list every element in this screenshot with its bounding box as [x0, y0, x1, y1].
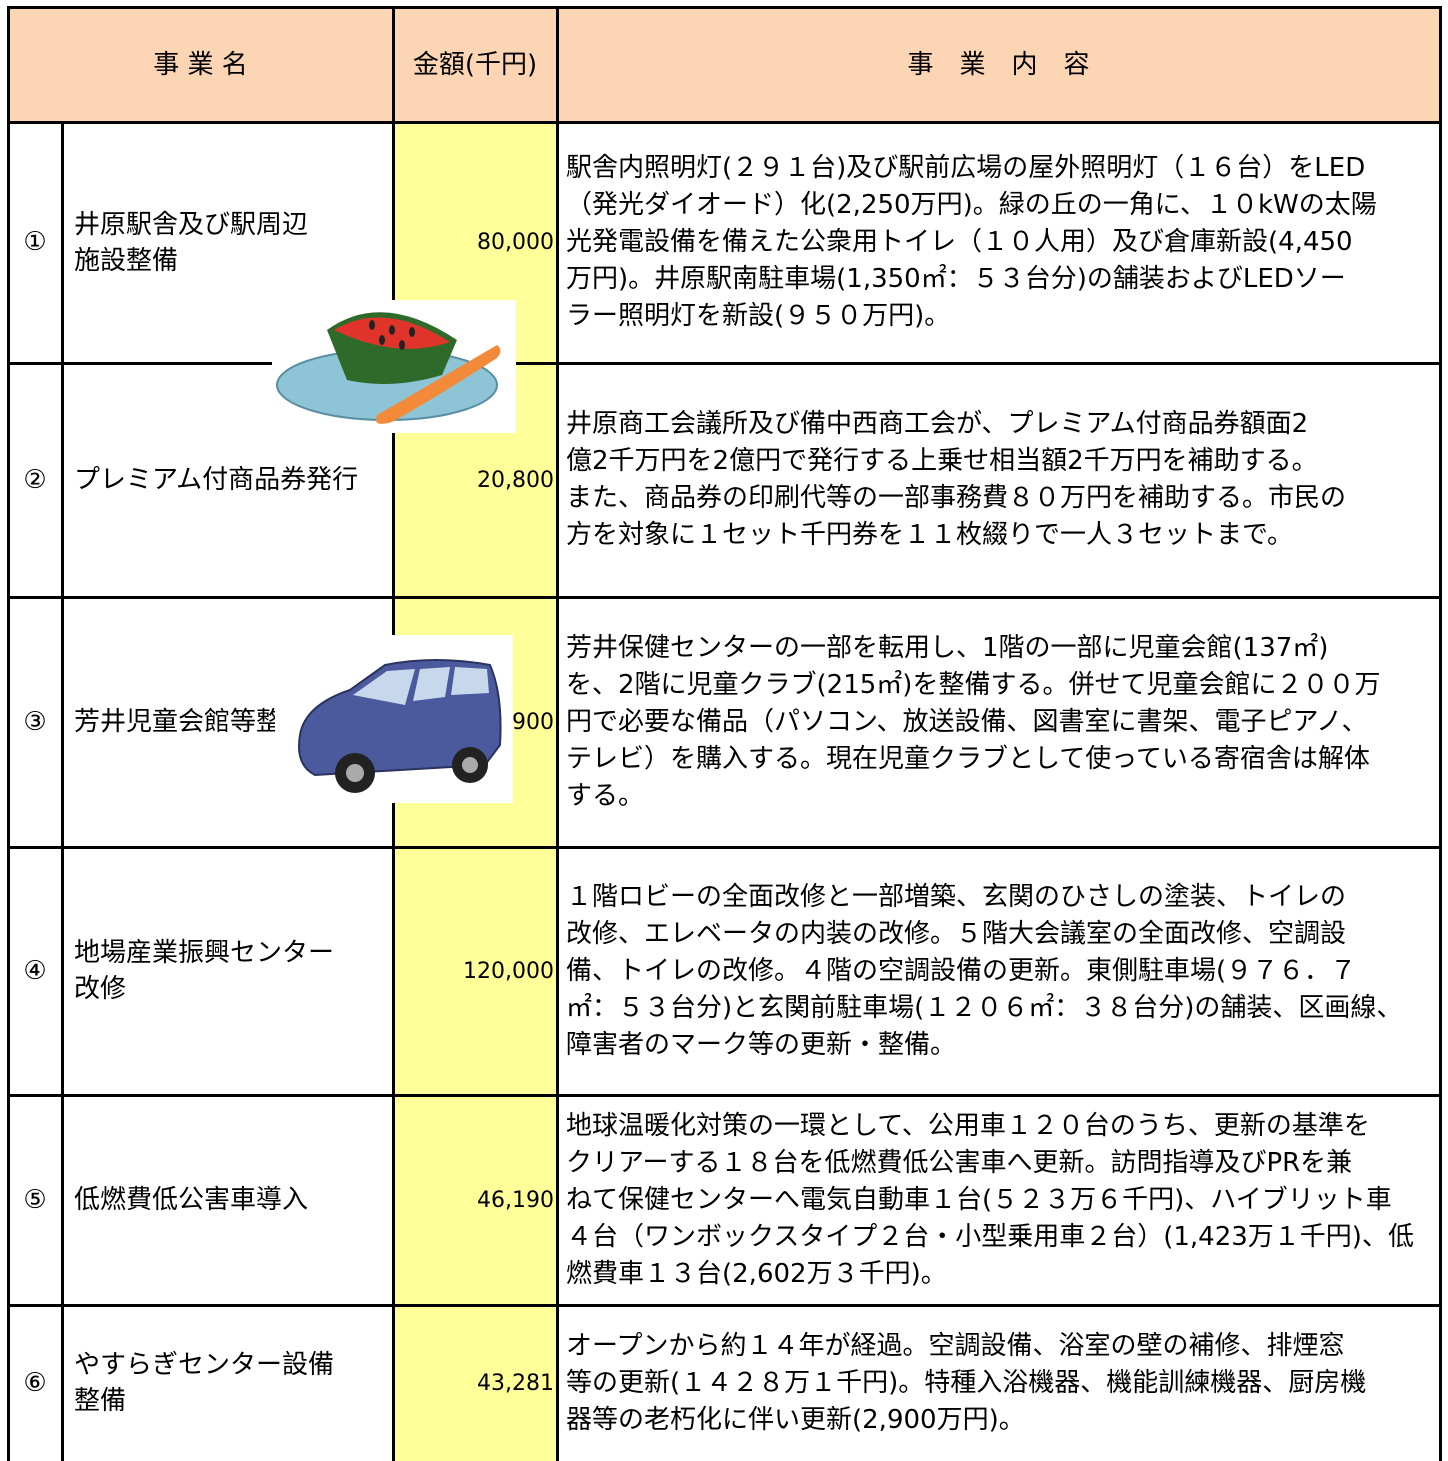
border: [8, 121, 1442, 124]
description-line: 億2千万円を2億円で発行する上乗せ相当額2千万円を補助する。: [566, 446, 1318, 476]
name-cell: 地場産業振興センター 改修: [64, 847, 392, 1095]
number-cell: ①: [8, 122, 62, 363]
row-border: [8, 846, 1442, 849]
description-line: する。: [566, 780, 645, 811]
name-cell: プレミアム付商品券発行: [64, 363, 392, 597]
number-text: ④: [23, 955, 47, 986]
amount-text: 46,190: [477, 1187, 554, 1213]
name-text: 地場産業振興センター: [74, 938, 335, 968]
description-line: 万円)。井原駅南駐車場(1,350㎡：５３台分)の舗装およびLEDソー: [566, 264, 1346, 294]
name-text: 芳井児童会館等整備: [74, 707, 309, 737]
name-text: 改修: [74, 974, 127, 1004]
header-text: 金額(千円): [412, 49, 538, 80]
amount-text: 20,800: [477, 467, 554, 493]
amount-cell: 120,000: [395, 847, 554, 1095]
description-line: ㎡：５３台分)と玄関前駐車場(１２０６㎡：３８台分)の舗装、区画線、: [566, 992, 1403, 1023]
header-cell: 事 業 内 容: [557, 8, 1440, 122]
border: [7, 6, 10, 1461]
description-line: 燃費車１３台(2,602万３千円)。: [566, 1258, 947, 1289]
name-text: 井原駅舎及び駅周辺: [74, 209, 309, 240]
description-line: 改修、エレベータの内装の改修。５階大会議室の全面改修、空調設: [566, 918, 1347, 949]
number-text: ②: [23, 464, 47, 495]
number-text: ⑥: [23, 1367, 47, 1398]
description-line: 芳井保健センターの一部を転用し、1階の一部に児童会館(137㎡): [566, 632, 1329, 663]
name-cell: 低燃費低公害車導入: [64, 1095, 392, 1305]
amount-text: 43,281: [477, 1370, 554, 1396]
border: [556, 6, 559, 1461]
amount-text: 80,000: [477, 230, 554, 255]
description-line: 井原商工会議所及び備中西商工会が、プレミアム付商品券額面2: [566, 409, 1309, 439]
name-text: プレミアム付商品券発行: [74, 465, 359, 495]
description-line: また、商品券の印刷代等の一部事務費８０万円を補助する。市民の: [566, 483, 1347, 513]
name-text: 施設整備: [74, 245, 179, 276]
description-line: クリアーする１８台を低燃費低公害車へ更新。訪問指導及びPRを兼: [566, 1147, 1353, 1178]
row-border: [8, 1304, 1442, 1307]
number-cell: ⑥: [8, 1305, 62, 1461]
border: [1439, 6, 1442, 1461]
description-line: オープンから約１４年が経過。空調設備、浴室の壁の補修、排煙窓: [566, 1330, 1345, 1361]
header-text: 事 業 名: [153, 49, 248, 80]
car-illustration: [275, 635, 513, 803]
description-line: 円で必要な備品（パソコン、放送設備、図書室に書架、電子ピアノ、: [566, 706, 1368, 737]
header-text: 事 業 内 容: [907, 49, 1090, 80]
number-cell: ③: [8, 597, 62, 847]
amount-cell: 46,190: [395, 1095, 554, 1305]
description-line: テレビ）を購入する。現在児童クラブとして使っている寄宿舎は解体: [566, 743, 1370, 774]
description-line: 等の更新(１４２８万１千円)。特種入浴機器、機能訓練機器、厨房機: [566, 1367, 1367, 1398]
row-border: [8, 596, 1442, 599]
number-cell: ④: [8, 847, 62, 1095]
description-cell: 芳井保健センターの一部を転用し、1階の一部に児童会館(137㎡) を、2階に児童ク…: [560, 597, 1440, 847]
header-cell: 金額(千円): [393, 8, 557, 122]
description-cell: 駅舎内照明灯(２９１台)及び駅前広場の屋外照明灯（１６台）をLED （発光ダイオー…: [560, 122, 1440, 363]
name-cell: 井原駅舎及び駅周辺 施設整備: [64, 122, 392, 363]
description-line: 備、トイレの改修。４階の空調設備の更新。東側駐車場(９７６．７: [566, 955, 1357, 986]
description-cell: 地球温暖化対策の一環として、公用車１２０台のうち、更新の基準を クリアーする１８台…: [560, 1095, 1440, 1305]
amount-cell: 20,800: [395, 363, 554, 597]
number-text: ①: [23, 227, 47, 257]
description-line: （発光ダイオード）化(2,250万円)。緑の丘の一角に、１０kWの太陽: [566, 190, 1377, 220]
description-line: 光発電設備を備えた公衆用トイレ（１０人用）及び倉庫新設(4,450: [566, 227, 1353, 257]
name-text: やすらぎセンター設備: [74, 1350, 335, 1380]
description-line: １階ロビーの全面改修と一部増築、玄関のひさしの塗装、トイレの: [566, 881, 1347, 912]
name-text: 低燃費低公害車導入: [74, 1185, 309, 1215]
description-cell: １階ロビーの全面改修と一部増築、玄関のひさしの塗装、トイレの 改修、エレベータの内…: [560, 847, 1440, 1095]
border: [8, 6, 1442, 9]
name-cell: やすらぎセンター設備 整備: [64, 1305, 392, 1461]
description-line: 地球温暖化対策の一環として、公用車１２０台のうち、更新の基準を: [566, 1110, 1370, 1141]
header-bg: [8, 8, 1440, 122]
description-cell: オープンから約１４年が経過。空調設備、浴室の壁の補修、排煙窓 等の更新(１４２８万…: [560, 1305, 1440, 1461]
header-cell: 事 業 名: [8, 8, 393, 122]
watermelon-illustration: [272, 300, 516, 433]
name-cell: 芳井児童会館等整備: [64, 597, 392, 847]
amount-cell: 80,000: [395, 122, 554, 363]
amount-text: 120,000: [463, 958, 554, 984]
description-line: 方を対象に１セット千円券を１１枚綴りで一人３セットまで。: [566, 520, 1293, 550]
name-text: 整備: [74, 1386, 127, 1416]
border: [61, 122, 64, 1461]
number-cell: ②: [8, 363, 62, 597]
description-line: ねて保健センターへ電気自動車１台(５２３万６千円)、ハイブリット車: [566, 1184, 1392, 1215]
description-line: 器等の老朽化に伴い更新(2,900万円)。: [566, 1404, 1025, 1435]
row-border: [8, 362, 1442, 365]
number-cell: ⑤: [8, 1095, 62, 1305]
description-line: ラー照明灯を新設(９５０万円)。: [566, 301, 951, 331]
description-line: 駅舎内照明灯(２９１台)及び駅前広場の屋外照明灯（１６台）をLED: [566, 153, 1366, 183]
description-line: ４台（ワンボックスタイプ２台・小型乗用車２台）(1,423万１千円)、低: [566, 1221, 1414, 1252]
description-cell: 井原商工会議所及び備中西商工会が、プレミアム付商品券額面2 億2千万円を2億円で発…: [560, 363, 1440, 597]
description-line: を、2階に児童クラブ(215㎡)を整備する。併せて児童会館に２００万: [566, 669, 1381, 700]
number-text: ⑤: [23, 1184, 47, 1215]
number-text: ③: [23, 706, 47, 737]
row-border: [8, 1094, 1442, 1097]
description-line: 障害者のマーク等の更新・整備。: [566, 1029, 957, 1060]
amount-cell: 43,281: [395, 1305, 554, 1461]
